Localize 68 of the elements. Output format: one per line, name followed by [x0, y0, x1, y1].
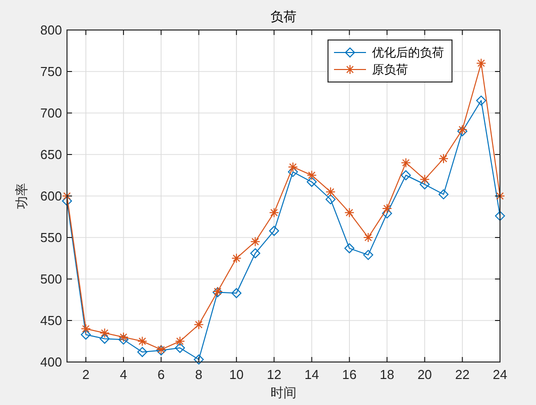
chart-title: 负荷: [270, 9, 296, 24]
point: [269, 226, 280, 236]
y-tick-label: 400: [40, 354, 62, 370]
point: [62, 191, 72, 201]
point: [495, 191, 505, 201]
point: [100, 334, 110, 344]
x-tick-label: 6: [158, 367, 165, 382]
point: [62, 196, 72, 206]
x-tick-label: 16: [342, 367, 357, 382]
y-tick-label: 750: [40, 64, 62, 80]
x-axis-title: 时间: [270, 385, 296, 400]
point: [495, 210, 505, 221]
x-tick-label: 22: [455, 367, 470, 382]
point: [306, 170, 317, 180]
legend-label: 优化后的负荷: [372, 46, 444, 60]
point: [194, 320, 204, 330]
point: [476, 58, 486, 68]
x-tick-label: 20: [417, 367, 432, 382]
y-tick-label: 800: [40, 22, 62, 38]
y-tick-label: 550: [40, 230, 62, 246]
y-tick-label: 500: [40, 272, 62, 287]
point: [100, 328, 110, 338]
point: [269, 208, 280, 218]
point: [438, 189, 449, 200]
point: [400, 158, 411, 168]
point: [137, 336, 148, 346]
legend-label: 原负荷: [372, 62, 408, 77]
point: [344, 208, 354, 218]
point: [382, 203, 392, 214]
point: [420, 179, 430, 190]
y-axis-title: 功率: [14, 183, 29, 209]
x-tick-label: 24: [492, 367, 508, 382]
x-tick-label: 14: [304, 367, 319, 382]
point: [231, 253, 242, 264]
x-tick-label: 18: [380, 367, 394, 382]
point: [326, 186, 336, 197]
point: [231, 288, 242, 298]
point: [400, 170, 411, 180]
point: [250, 248, 260, 258]
x-tick-label: 2: [82, 367, 90, 382]
point: [80, 330, 91, 340]
point: [326, 194, 336, 204]
point: [174, 336, 185, 346]
point: [382, 208, 392, 218]
point: [250, 236, 260, 247]
y-tick-label: 650: [40, 147, 62, 162]
point: [288, 162, 298, 172]
point: [118, 332, 128, 342]
point: [194, 354, 204, 365]
point: [438, 154, 449, 164]
y-tick-label: 700: [40, 106, 62, 121]
point: [288, 166, 298, 177]
point: [344, 243, 354, 254]
point: [420, 174, 430, 184]
y-tick-label: 450: [40, 313, 62, 328]
point: [306, 176, 317, 187]
point: [363, 232, 374, 242]
x-tick-label: 10: [229, 367, 244, 382]
point: [118, 334, 128, 345]
point: [137, 347, 148, 358]
point: [80, 324, 91, 334]
x-tick-label: 12: [266, 367, 282, 382]
point: [174, 342, 185, 353]
y-tick-label: 600: [40, 188, 62, 204]
point: [363, 250, 374, 260]
x-tick-label: 4: [120, 367, 128, 382]
point: [476, 96, 486, 106]
x-tick-label: 8: [195, 367, 202, 382]
